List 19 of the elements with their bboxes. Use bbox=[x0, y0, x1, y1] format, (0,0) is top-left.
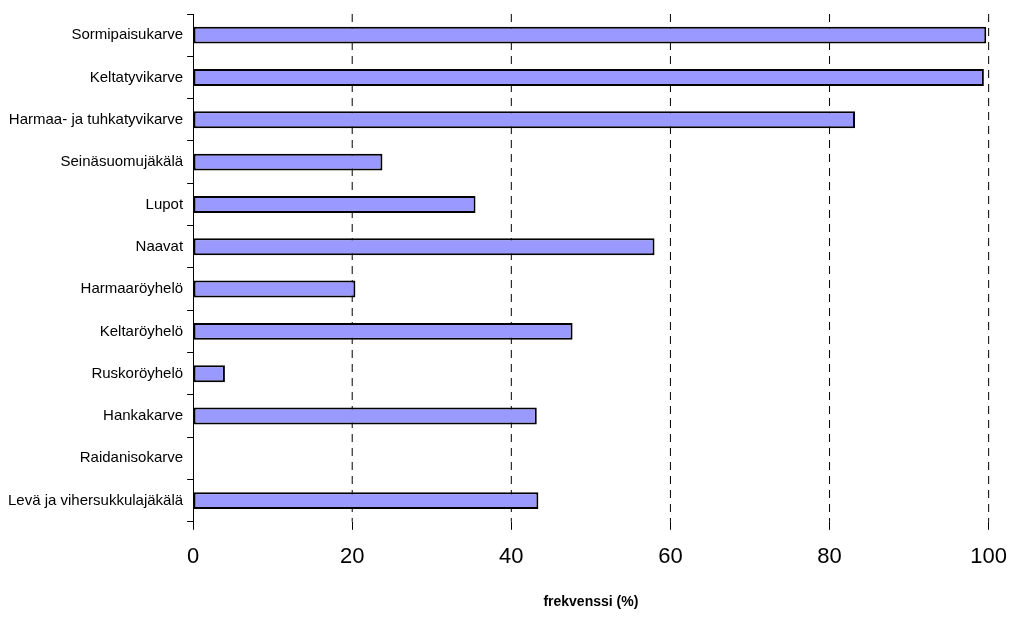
x-tick-label: 60 bbox=[658, 543, 683, 569]
y-tick-label: Harmaaröyhelö bbox=[80, 279, 184, 297]
x-tick-label: 0 bbox=[186, 543, 200, 569]
y-tick-label: Seinäsuomujäkälä bbox=[60, 152, 184, 170]
y-tick-label: Harmaa- ja tuhkatyvikarve bbox=[8, 109, 184, 127]
x-tick-label: 80 bbox=[817, 543, 842, 569]
y-tick-label: Levä ja vihersukkulajäkälä bbox=[7, 490, 184, 508]
x-tick-label: 40 bbox=[499, 543, 524, 569]
y-tick-label: Keltaröyhelö bbox=[99, 321, 184, 339]
y-tick-label: Lupot bbox=[145, 194, 184, 212]
y-tick-label: Hankakarve bbox=[103, 406, 184, 424]
y-tick-label: Naavat bbox=[135, 236, 184, 254]
y-tick-label: Keltatyvikarve bbox=[89, 67, 184, 85]
y-tick-label: Ruskoröyhelö bbox=[91, 363, 184, 381]
x-tick-label: 100 bbox=[970, 543, 1008, 569]
x-tick-label: 20 bbox=[339, 543, 365, 569]
y-tick-label: Sormipaisukarve bbox=[71, 25, 184, 43]
y-tick-label: Raidanisokarve bbox=[79, 448, 184, 466]
x-axis-title: frekvenssi (%) bbox=[543, 593, 639, 610]
